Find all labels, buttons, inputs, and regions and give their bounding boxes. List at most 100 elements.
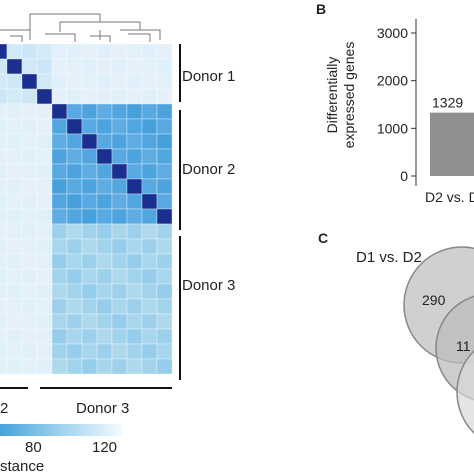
heatmap-cell — [156, 298, 173, 315]
heatmap-cell — [96, 73, 113, 90]
heatmap-cell — [0, 268, 8, 285]
heatmap-cell — [96, 148, 113, 165]
heatmap-cell — [6, 238, 23, 255]
heatmap-cell — [6, 163, 23, 180]
heatmap-cell — [6, 208, 23, 225]
bottom-label-2: 2 — [0, 400, 8, 417]
dendrogram — [0, 13, 161, 42]
heatmap-cell — [141, 163, 158, 180]
venn-title: D1 vs. D2 — [356, 249, 422, 266]
heatmap-cell — [6, 133, 23, 150]
heatmap-cell — [141, 103, 158, 120]
heatmap-cell — [6, 148, 23, 165]
heatmap-cell — [81, 343, 98, 360]
heatmap-cell — [126, 358, 143, 375]
heatmap-cell — [6, 283, 23, 300]
heatmap-cell — [6, 328, 23, 345]
heatmap-cell — [21, 193, 38, 210]
heatmap-cell — [6, 253, 23, 270]
heatmap-cell — [141, 73, 158, 90]
heatmap-cell — [111, 268, 128, 285]
heatmap-cell — [126, 343, 143, 360]
donor-1-label: Donor 1 — [182, 68, 235, 85]
heatmap-cell — [111, 208, 128, 225]
heatmap-cell — [81, 73, 98, 90]
heatmap-cell — [141, 208, 158, 225]
heatmap-cell — [36, 103, 53, 120]
donor-3-label: Donor 3 — [182, 277, 235, 294]
heatmap-cell — [6, 118, 23, 135]
heatmap-cell — [21, 73, 38, 90]
heatmap-cell — [96, 238, 113, 255]
heatmap-cell — [81, 208, 98, 225]
heatmap-cell — [156, 253, 173, 270]
heatmap-cell — [81, 58, 98, 75]
heatmap-cell — [111, 133, 128, 150]
heatmap-cell — [111, 73, 128, 90]
heatmap-cell — [36, 238, 53, 255]
heatmap-cell — [126, 253, 143, 270]
color-scale-bar — [0, 424, 122, 436]
heatmap-cell — [81, 178, 98, 195]
heatmap-cell — [21, 358, 38, 375]
heatmap-cell — [6, 298, 23, 315]
heatmap-cell — [111, 178, 128, 195]
heatmap-cell — [141, 118, 158, 135]
heatmap-cell — [111, 358, 128, 375]
heatmap-cell — [81, 238, 98, 255]
heatmap-cell — [36, 313, 53, 330]
heatmap-cell — [96, 268, 113, 285]
dendrogram-branch — [0, 29, 31, 40]
heatmap-cell — [36, 208, 53, 225]
heatmap-cell — [51, 118, 68, 135]
heatmap-cell — [0, 43, 8, 60]
heatmap-cell — [66, 118, 83, 135]
heatmap-cell — [96, 178, 113, 195]
donor-2-label: Donor 2 — [182, 161, 235, 178]
venn-count-11: 11 — [456, 338, 471, 354]
heatmap-cell — [0, 178, 8, 195]
heatmap-cell — [51, 178, 68, 195]
heatmap-cell — [156, 163, 173, 180]
heatmap-cell — [156, 43, 173, 60]
heatmap-cell — [126, 148, 143, 165]
heatmap-cell — [36, 118, 53, 135]
distance-heatmap — [0, 43, 173, 375]
heatmap-cell — [111, 283, 128, 300]
heatmap-cell — [6, 88, 23, 105]
heatmap-cell — [81, 298, 98, 315]
heatmap-cell — [141, 88, 158, 105]
heatmap-cell — [126, 193, 143, 210]
heatmap-cell — [111, 103, 128, 120]
heatmap-cell — [156, 358, 173, 375]
heatmap-cell — [36, 193, 53, 210]
heatmap-cell — [6, 313, 23, 330]
heatmap-cell — [141, 58, 158, 75]
heatmap-cell — [126, 43, 143, 60]
heatmap-cell — [96, 58, 113, 75]
heatmap-cell — [96, 103, 113, 120]
heatmap-cell — [6, 268, 23, 285]
heatmap-cell — [141, 238, 158, 255]
heatmap-cell — [141, 298, 158, 315]
dendrogram-branch — [29, 13, 101, 30]
heatmap-cell — [111, 343, 128, 360]
heatmap-cell — [141, 133, 158, 150]
heatmap-cell — [0, 208, 8, 225]
heatmap-cell — [66, 58, 83, 75]
heatmap-cell — [141, 148, 158, 165]
heatmap-cell — [21, 283, 38, 300]
heatmap-cell — [0, 133, 8, 150]
dendrogram-branch — [128, 33, 151, 42]
heatmap-cell — [51, 88, 68, 105]
heatmap-cell — [66, 253, 83, 270]
heatmap-cell — [96, 358, 113, 375]
heatmap-cell — [96, 118, 113, 135]
heatmap-cell — [96, 133, 113, 150]
heatmap-cell — [66, 43, 83, 60]
heatmap-cell — [0, 298, 8, 315]
heatmap-cell — [126, 73, 143, 90]
heatmap-cell — [36, 268, 53, 285]
heatmap-cell — [51, 313, 68, 330]
heatmap-cell — [0, 118, 8, 135]
